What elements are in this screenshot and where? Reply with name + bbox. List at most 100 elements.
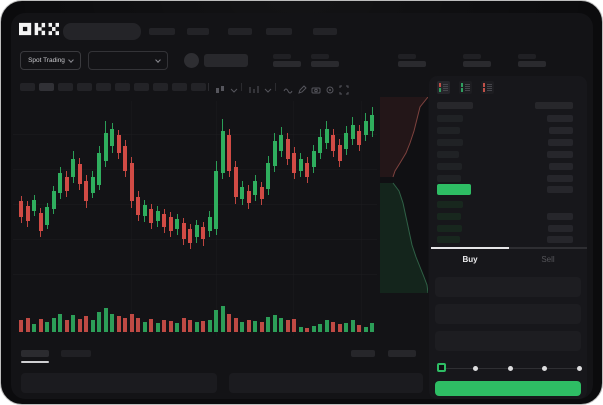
bottom-action-placeholder[interactable]: [351, 350, 375, 357]
nav-item-placeholder[interactable]: [266, 28, 292, 35]
book-bids-view-icon[interactable]: [459, 81, 472, 94]
book-header-amount: [535, 102, 573, 109]
pair-selector-dropdown[interactable]: [88, 51, 168, 70]
stat-label-placeholder: [463, 54, 481, 59]
interval-button[interactable]: [153, 83, 168, 91]
ask-amount-placeholder: [549, 127, 573, 134]
stat-value-placeholder: [398, 61, 426, 67]
book-header-price: [437, 102, 473, 109]
draw-icon[interactable]: [297, 82, 307, 94]
interval-button[interactable]: [115, 83, 130, 91]
ask-price-placeholder: [437, 127, 460, 134]
slider-stop-dot[interactable]: [507, 366, 513, 371]
toolbar-divider: [208, 83, 209, 91]
bid-row[interactable]: [431, 200, 585, 209]
indicator-icon[interactable]: [249, 82, 259, 93]
stat-label-placeholder: [273, 54, 291, 59]
ask-row[interactable]: [431, 114, 585, 123]
last-price-highlight[interactable]: [437, 184, 471, 195]
bid-amount-placeholder: [547, 236, 573, 243]
interval-button[interactable]: [39, 83, 54, 91]
slider-stop-dot[interactable]: [576, 366, 582, 371]
ask-amount-placeholder: [547, 115, 573, 122]
ask-row[interactable]: [431, 138, 585, 147]
camera-icon[interactable]: [311, 82, 321, 94]
bid-row[interactable]: [431, 224, 585, 233]
stat-value-placeholder: [311, 61, 339, 67]
bid-price-placeholder: [437, 225, 462, 232]
price-chart[interactable]: [11, 96, 380, 341]
nav-item-placeholder[interactable]: [313, 28, 337, 35]
bid-row[interactable]: [431, 212, 585, 221]
settings-icon[interactable]: [325, 82, 335, 94]
okx-logo[interactable]: [19, 22, 59, 36]
chevron-down-icon[interactable]: [229, 82, 239, 93]
ask-row[interactable]: [431, 162, 585, 171]
ask-price-placeholder: [437, 163, 462, 170]
toolbar-divider: [275, 83, 276, 91]
ask-row[interactable]: [431, 174, 585, 183]
stat-label-placeholder: [518, 54, 536, 59]
ask-row[interactable]: [431, 150, 585, 159]
price-field[interactable]: [435, 277, 581, 297]
interval-button[interactable]: [20, 83, 35, 91]
coin-icon: [184, 53, 199, 68]
line-tool-icon[interactable]: [283, 82, 293, 94]
tab-buy-label: Buy: [462, 254, 478, 264]
toolbar-divider: [241, 83, 242, 91]
buy-submit-button[interactable]: [435, 381, 581, 396]
bid-amount-placeholder: [547, 213, 573, 220]
depth-chart: [380, 97, 428, 293]
ask-price-placeholder: [437, 175, 461, 182]
ask-row[interactable]: [431, 126, 585, 135]
ask-amount-placeholder: [547, 175, 573, 182]
stat-value-placeholder: [463, 61, 491, 67]
nav-item-placeholder[interactable]: [187, 28, 209, 35]
last-price-amount-placeholder: [547, 186, 573, 193]
bottom-tab[interactable]: [61, 350, 91, 357]
slider-stop-dot[interactable]: [473, 366, 478, 371]
slider-stop-dot[interactable]: [542, 366, 547, 371]
ask-amount-placeholder: [549, 163, 573, 170]
bottom-action-placeholder[interactable]: [388, 350, 416, 357]
chevron-down-icon[interactable]: [263, 82, 273, 93]
interval-button[interactable]: [96, 83, 111, 91]
stat-value-placeholder: [273, 61, 301, 67]
total-field[interactable]: [435, 331, 581, 351]
ask-amount-placeholder: [548, 139, 573, 146]
interval-button[interactable]: [58, 83, 73, 91]
interval-button[interactable]: [191, 83, 206, 91]
tab-sell-label: Sell: [541, 254, 555, 264]
stat-label-placeholder: [398, 54, 416, 59]
book-asks-view-icon[interactable]: [481, 81, 494, 94]
fullscreen-icon[interactable]: [339, 82, 349, 95]
chevron-down-icon: [155, 56, 161, 63]
book-combined-view-icon[interactable]: [437, 81, 450, 94]
interval-button[interactable]: [77, 83, 92, 91]
stat-value-placeholder: [518, 61, 546, 67]
okx-logo-glyph: [19, 22, 59, 36]
nav-item-placeholder[interactable]: [228, 28, 252, 35]
tab-buy[interactable]: Buy: [431, 247, 509, 269]
amount-slider-handle[interactable]: [437, 363, 446, 372]
chevron-down-icon: [68, 56, 74, 63]
tab-sell[interactable]: Sell: [509, 247, 587, 269]
bid-row[interactable]: [431, 235, 585, 244]
market-type-dropdown[interactable]: Spot Trading: [20, 51, 81, 70]
bid-price-placeholder: [437, 213, 461, 220]
amount-field[interactable]: [435, 304, 581, 324]
nav-item-placeholder[interactable]: [149, 28, 175, 35]
candle-type-icon[interactable]: [215, 82, 225, 93]
bottom-tab[interactable]: [21, 350, 49, 357]
bid-price-placeholder: [437, 236, 460, 243]
market-type-label: Spot Trading: [28, 57, 65, 64]
active-tab-underline: [21, 361, 49, 363]
search-input[interactable]: [63, 23, 141, 40]
ask-price-placeholder: [437, 151, 459, 158]
bottom-panel-placeholder: [229, 373, 423, 393]
interval-button[interactable]: [172, 83, 187, 91]
order-book-view-toggles: [437, 81, 494, 94]
interval-button[interactable]: [134, 83, 149, 91]
